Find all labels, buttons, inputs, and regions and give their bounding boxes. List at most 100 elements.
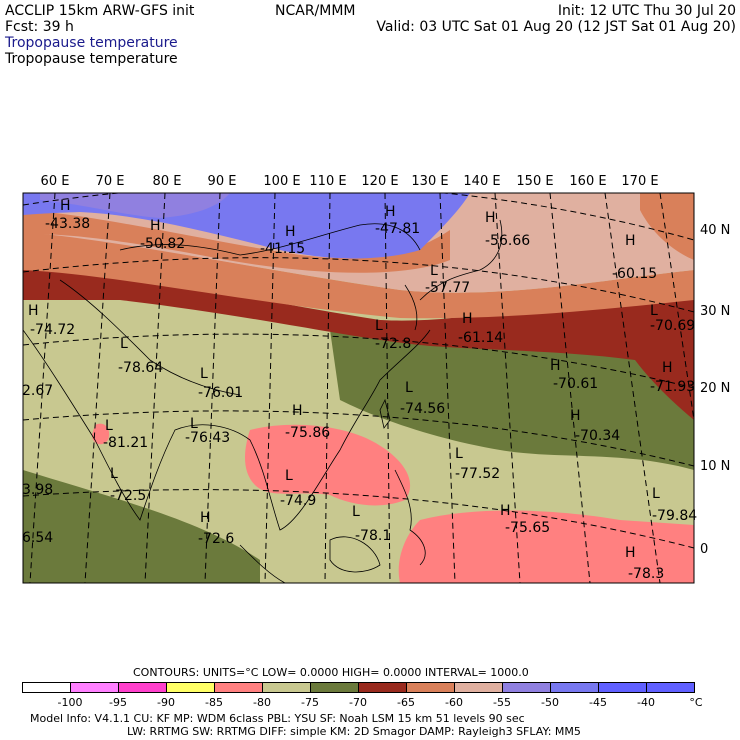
extremum-value: -41.15	[260, 241, 305, 257]
lon-label: 140 E	[463, 174, 500, 189]
lat-label: 40 N	[700, 223, 730, 238]
low-marker: L	[650, 303, 658, 319]
low-marker: L	[430, 263, 438, 279]
colorbar-cell	[22, 682, 71, 693]
lon-label: 90 E	[208, 174, 237, 189]
lon-label: 110 E	[309, 174, 346, 189]
meridian-70e	[84, 193, 111, 583]
lon-label: 70 E	[96, 174, 125, 189]
extremum-value: -43.38	[45, 216, 90, 232]
coast-borneo	[329, 536, 381, 573]
colorbar-label: -85	[205, 696, 223, 709]
low-marker: L	[120, 336, 128, 352]
extremum-value: -70.34	[575, 428, 620, 444]
coast-japan	[419, 219, 503, 301]
extremum-value: -76.01	[198, 385, 243, 401]
high-marker: H	[550, 358, 561, 374]
plot-frame	[22, 192, 695, 584]
high-marker: H	[285, 224, 296, 240]
colorbar-cell	[262, 682, 311, 693]
low-marker: L	[455, 446, 463, 462]
colorbar-cell	[214, 682, 263, 693]
colorbar-cell	[166, 682, 215, 693]
colorbar-cell	[502, 682, 551, 693]
low-marker: L	[285, 468, 293, 484]
lat-label: 0	[700, 542, 708, 557]
border-interior-2	[59, 279, 241, 396]
colorbar-cell	[646, 682, 695, 693]
colorbar-cell	[406, 682, 455, 693]
extremum-value: -70.69	[650, 318, 695, 334]
extremum-value: -50.82	[140, 236, 185, 252]
low-marker: L	[375, 318, 383, 334]
meridian-160e	[604, 193, 661, 583]
extremum-value: -74.56	[400, 401, 445, 417]
extremum-value: -76.43	[185, 430, 230, 446]
patch-minus80-d	[560, 547, 620, 583]
lon-label: 80 E	[153, 174, 182, 189]
patch-minus75-island	[430, 454, 540, 477]
extremum-value: 6.54	[22, 530, 53, 546]
colorbar-cell	[358, 682, 407, 693]
band-minus70-south	[23, 470, 260, 583]
colorbar-cell	[550, 682, 599, 693]
meridian-60e	[29, 193, 56, 583]
patch-minus80-b	[398, 510, 694, 583]
patch-minus80-a	[245, 424, 411, 506]
colorbar-label: -55	[493, 696, 511, 709]
colorbar-label: -50	[541, 696, 559, 709]
low-marker: L	[105, 418, 113, 434]
meridian-170e	[659, 193, 694, 421]
extremum-value: -78.1	[355, 528, 391, 544]
lon-label: 60 E	[41, 174, 70, 189]
extremum-value: -61.14	[458, 330, 503, 346]
field-title-2: Tropopause temperature	[5, 51, 178, 67]
extremum-value: -74.9	[280, 493, 316, 509]
lon-label: 130 E	[411, 174, 448, 189]
coast-asia-south	[23, 329, 431, 531]
meridian-110e	[324, 193, 331, 583]
lon-label: 120 E	[361, 174, 398, 189]
valid-time: Valid: 03 UTC Sat 01 Aug 20 (12 JST Sat …	[376, 19, 736, 35]
colorbar-cell	[118, 682, 167, 693]
colorbar-label: -40	[637, 696, 655, 709]
model-info-line2: LW: RRTMG SW: RRTMG DIFF: simple KM: 2D …	[127, 725, 581, 738]
model-title: ACCLIP 15km ARW-GFS init	[5, 3, 195, 19]
high-marker: H	[500, 503, 511, 519]
longitude-labels: 60 E 70 E 80 E 90 E 100 E 110 E 120 E 130 E 140 …	[41, 174, 659, 189]
band-minus60-north	[23, 210, 450, 273]
high-marker: H	[60, 198, 71, 214]
parallel-10n	[23, 410, 694, 467]
parallel-20n	[23, 333, 694, 389]
coast-taiwan	[379, 398, 391, 429]
colorbar-label: -80	[253, 696, 271, 709]
extremum-value: -72.8	[375, 336, 411, 352]
extremum-value: -71.93	[650, 379, 695, 395]
lat-label: 20 N	[700, 381, 730, 396]
colorbar-label: -95	[109, 696, 127, 709]
extremum-value: -74.72	[30, 322, 75, 338]
band-minus70-center	[330, 330, 694, 470]
extremum-value: -56.66	[485, 233, 530, 249]
high-low-markers: H-43.38 H-50.82H-41.15H-47.81H-56.66 H-60.…	[22, 198, 697, 582]
extremum-value: -81.21	[103, 435, 148, 451]
high-marker: H	[625, 545, 636, 561]
colorbar-cell	[598, 682, 647, 693]
lat-label: 30 N	[700, 304, 730, 319]
colorbar-label: -75	[301, 696, 319, 709]
high-marker: H	[662, 360, 673, 376]
high-marker: H	[570, 408, 581, 424]
center-label: NCAR/MMM	[275, 3, 356, 19]
meridian-120e	[384, 193, 391, 583]
high-marker: H	[485, 210, 496, 226]
latitude-labels: 40 N 30 N 20 N 10 N 0	[700, 223, 730, 557]
lat-label: 10 N	[700, 459, 730, 474]
meridian-140e	[494, 193, 521, 583]
high-marker: H	[385, 204, 396, 220]
colorbar-label: -65	[397, 696, 415, 709]
extremum-value: -72.5	[110, 488, 146, 504]
extremum-value: -75.86	[285, 425, 330, 441]
border-interior	[119, 223, 421, 256]
patch-minus80-c	[92, 423, 110, 445]
